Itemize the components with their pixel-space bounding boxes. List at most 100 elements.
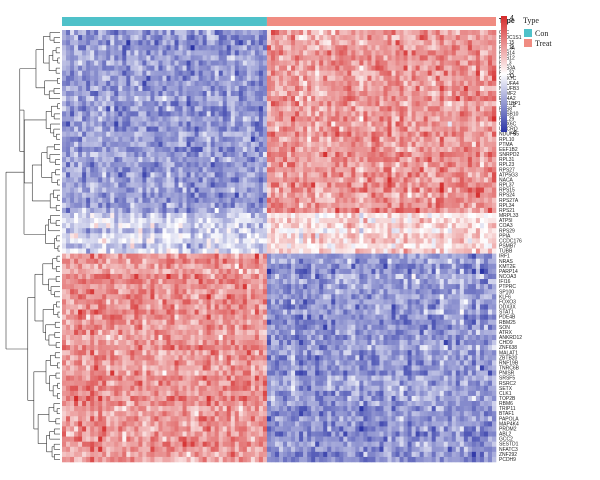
heatmap-cell (178, 80, 183, 87)
heatmap-cell (66, 157, 71, 163)
heatmap-cell (86, 60, 91, 66)
heatmap-cell (78, 167, 83, 173)
heatmap-cell (162, 45, 167, 51)
heatmap-cell (299, 223, 304, 229)
heatmap-cell (295, 233, 300, 239)
heatmap-cell (62, 30, 67, 36)
heatmap-cell (190, 55, 195, 61)
heatmap-cell (254, 111, 260, 117)
heatmap-cell (315, 151, 320, 158)
heatmap-cell (323, 111, 328, 117)
heatmap-cell (266, 238, 272, 244)
heatmap-cell (226, 111, 232, 117)
heatmap-cell (70, 136, 75, 143)
heatmap-cell (142, 182, 147, 188)
heatmap-cell (122, 101, 127, 107)
heatmap-cell (395, 177, 400, 183)
heatmap-cell (427, 60, 433, 66)
heatmap-cell (134, 126, 139, 132)
heatmap-cell (375, 65, 380, 71)
heatmap-cell (471, 182, 477, 188)
heatmap-cell (246, 40, 252, 46)
heatmap-cell (214, 146, 220, 153)
heatmap-cell (431, 202, 437, 209)
heatmap-cell (395, 197, 400, 204)
heatmap-cell (226, 157, 232, 163)
heatmap-cell (106, 106, 111, 112)
heatmap-cell (166, 187, 171, 193)
heatmap-cell (226, 218, 232, 224)
heatmap-cell (166, 207, 171, 214)
heatmap-cell (287, 35, 292, 41)
heatmap-cell (66, 233, 71, 239)
heatmap-cell (70, 238, 75, 244)
heatmap-cell (222, 30, 228, 36)
heatmap-cell (451, 151, 457, 158)
heatmap-cell (471, 35, 477, 41)
heatmap-cell (246, 202, 252, 209)
heatmap-cell (279, 243, 284, 249)
heatmap-cell (283, 151, 288, 158)
heatmap-cell (142, 177, 147, 183)
heatmap-cell (242, 111, 248, 117)
heatmap-cell (459, 126, 465, 132)
heatmap-cell (439, 243, 445, 249)
heatmap-cell (355, 35, 360, 41)
heatmap-cell (467, 55, 473, 61)
heatmap-cell (279, 162, 284, 168)
heatmap-cell (395, 75, 400, 82)
heatmap-cell (202, 162, 207, 168)
heatmap-cell (106, 146, 111, 153)
heatmap-cell (391, 167, 396, 173)
heatmap-cell (403, 167, 408, 173)
heatmap-cell (110, 35, 115, 41)
heatmap-cell (371, 106, 376, 112)
heatmap-cell (463, 151, 469, 158)
heatmap-cell (399, 223, 404, 229)
heatmap-cell (206, 248, 211, 254)
heatmap-cell (335, 121, 340, 127)
heatmap-cell (395, 126, 400, 132)
heatmap-cell (395, 116, 400, 122)
heatmap-cell (170, 187, 175, 193)
heatmap-cell (226, 106, 232, 112)
heatmap-cell (407, 218, 412, 224)
heatmap-cell (206, 141, 211, 148)
heatmap-cell (403, 35, 408, 41)
heatmap-cell (419, 126, 424, 132)
heatmap-cell (283, 65, 288, 71)
heatmap-cell (194, 60, 199, 66)
heatmap-cell (407, 233, 412, 239)
heatmap-cell (467, 40, 473, 46)
heatmap-cell (182, 116, 187, 122)
heatmap-cell (435, 106, 441, 112)
heatmap-cell (134, 80, 139, 87)
heatmap-cell (70, 223, 75, 229)
heatmap-cell (250, 187, 256, 193)
heatmap-cell (258, 238, 264, 244)
heatmap-cell (166, 233, 171, 239)
heatmap-cell (343, 197, 348, 204)
heatmap-cell (455, 212, 461, 219)
heatmap-cell (347, 167, 352, 173)
heatmap-cell (415, 90, 420, 97)
heatmap-cell (86, 70, 91, 77)
heatmap-cell (262, 111, 268, 117)
heatmap-cell (182, 126, 187, 132)
heatmap-cell (487, 202, 493, 209)
heatmap-cell (459, 50, 465, 56)
heatmap-cell (238, 121, 244, 127)
heatmap-cell (423, 55, 428, 61)
heatmap-cell (483, 238, 489, 244)
heatmap-cell (234, 157, 240, 163)
heatmap-cell (222, 116, 228, 122)
heatmap-cell (258, 116, 264, 122)
heatmap-cell (222, 248, 228, 254)
heatmap-cell (242, 233, 248, 239)
heatmap-cell (339, 212, 344, 219)
heatmap-cell (447, 35, 453, 41)
heatmap-cell (295, 172, 300, 178)
heatmap-cell (94, 187, 99, 193)
heatmap-cell (170, 172, 175, 178)
heatmap-cell (206, 151, 211, 158)
